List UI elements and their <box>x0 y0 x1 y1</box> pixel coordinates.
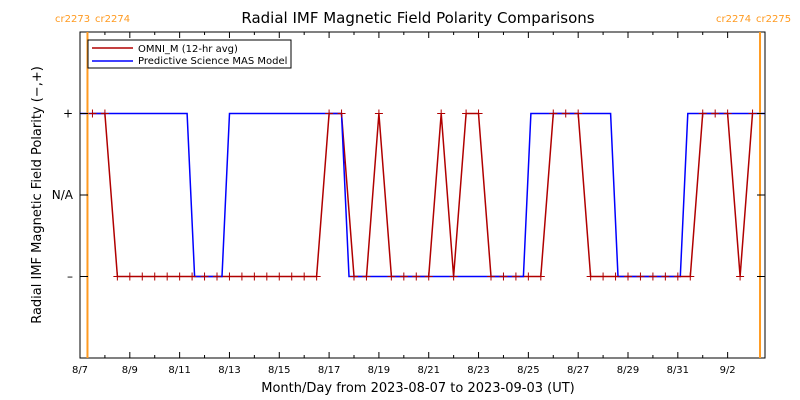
data-point <box>275 272 284 281</box>
data-point <box>412 272 421 281</box>
data-point <box>636 272 645 281</box>
legend-label-mas: Predictive Science MAS Model <box>138 56 287 67</box>
x-tick-label: 8/11 <box>168 365 190 376</box>
data-point <box>586 272 595 281</box>
data-point <box>175 272 184 281</box>
data-point <box>723 109 732 118</box>
y-tick-label: – <box>67 270 73 284</box>
data-point <box>150 272 159 281</box>
data-point <box>462 109 471 118</box>
data-point <box>574 109 583 118</box>
legend: OMNI_M (12-hr avg) Predictive Science MA… <box>87 39 292 69</box>
data-point <box>711 109 720 118</box>
data-point <box>549 109 558 118</box>
data-point <box>511 272 520 281</box>
data-point <box>661 272 670 281</box>
data-point <box>474 109 483 118</box>
data-point <box>698 109 707 118</box>
x-tick-label: 8/21 <box>417 365 439 376</box>
data-point <box>748 109 757 118</box>
data-point <box>88 109 97 118</box>
data-point <box>200 272 209 281</box>
data-point <box>449 272 458 281</box>
data-point <box>536 272 545 281</box>
data-point <box>188 272 197 281</box>
data-point <box>648 272 657 281</box>
plot-frame <box>79 31 766 359</box>
data-point <box>100 109 109 118</box>
data-point <box>138 272 147 281</box>
x-tick-label: 8/31 <box>667 365 689 376</box>
data-point <box>113 272 122 281</box>
carrington-label: cr2274 <box>716 14 751 25</box>
data-point <box>524 272 533 281</box>
x-tick-label: 8/29 <box>617 365 639 376</box>
x-tick-label: 8/19 <box>368 365 390 376</box>
data-point <box>599 272 608 281</box>
data-point <box>237 272 246 281</box>
x-tick-label: 8/13 <box>218 365 240 376</box>
data-point <box>437 109 446 118</box>
data-point <box>337 109 346 118</box>
x-axis-label: Month/Day from 2023-08-07 to 2023-09-03 … <box>261 381 574 396</box>
data-point <box>561 109 570 118</box>
carrington-label: cr2275 <box>756 14 791 25</box>
data-point <box>736 272 745 281</box>
data-point <box>225 272 234 281</box>
data-point <box>686 272 695 281</box>
x-tick-label: 8/23 <box>467 365 489 376</box>
series-line-1 <box>80 112 765 278</box>
data-point <box>312 272 321 281</box>
x-tick-label: 8/25 <box>517 365 539 376</box>
x-tick-label: 8/17 <box>318 365 340 376</box>
data-point <box>325 109 334 118</box>
data-point <box>350 272 358 281</box>
legend-label-omni: OMNI_M (12-hr avg) <box>138 44 238 55</box>
data-point <box>287 272 296 281</box>
data-point <box>262 272 271 281</box>
data-point <box>362 272 371 281</box>
data-point <box>624 272 632 281</box>
data-point <box>250 272 259 281</box>
carrington-label: cr2273 <box>55 14 90 25</box>
data-point <box>163 272 172 281</box>
x-tick-label: 8/7 <box>72 365 88 376</box>
data-point <box>387 272 396 281</box>
data-point <box>374 109 383 118</box>
carrington-label: cr2274 <box>95 14 130 25</box>
y-tick-label: + <box>63 107 73 121</box>
x-tick-label: 9/2 <box>720 365 736 376</box>
data-point <box>424 272 433 281</box>
x-tick-label: 8/27 <box>567 365 589 376</box>
chart-title: Radial IMF Magnetic Field Polarity Compa… <box>241 9 594 27</box>
x-tick-label: 8/15 <box>268 365 290 376</box>
data-point <box>487 272 495 281</box>
y-tick-label: N/A <box>52 188 74 202</box>
data-point <box>213 272 221 281</box>
data-point <box>499 272 508 281</box>
data-point <box>673 272 682 281</box>
data-point <box>399 272 408 281</box>
data-point <box>611 272 620 281</box>
data-point <box>125 272 134 281</box>
x-tick-label: 8/9 <box>122 365 138 376</box>
y-axis-label: Radial IMF Magnetic Field Polarity (−,+) <box>30 66 45 324</box>
legend-box <box>87 39 292 69</box>
data-point <box>300 272 309 281</box>
